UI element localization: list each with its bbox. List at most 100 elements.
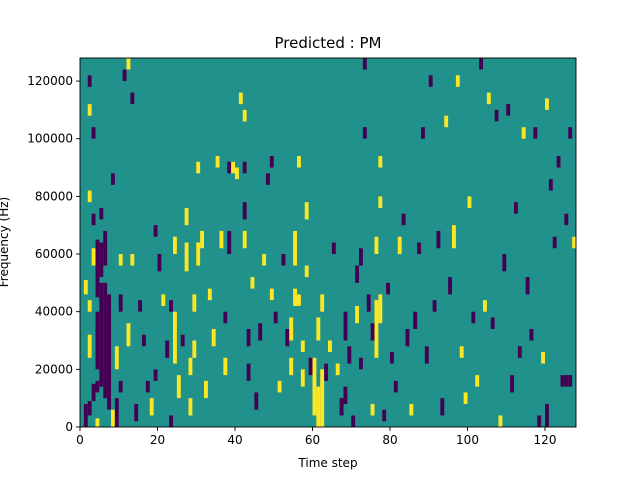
heatmap-cell xyxy=(83,403,88,427)
heatmap-cell xyxy=(374,300,379,358)
heatmap-cell xyxy=(91,213,96,226)
heatmap-cell xyxy=(126,58,131,70)
heatmap-cell xyxy=(521,127,526,139)
heatmap-cell xyxy=(362,58,367,70)
heatmap-cell xyxy=(335,363,340,376)
heatmap-cell xyxy=(483,300,487,312)
heatmap-cell xyxy=(289,317,294,341)
plot-frame xyxy=(79,57,577,428)
heatmap-cell xyxy=(362,127,367,139)
heatmap-cell xyxy=(331,242,336,255)
heatmap-cell xyxy=(564,375,569,387)
heatmap-cell xyxy=(95,418,100,427)
heatmap-cell xyxy=(448,277,453,295)
heatmap-cell xyxy=(184,242,189,272)
heatmap-cell xyxy=(211,328,216,347)
x-axis-label: Time step xyxy=(297,456,357,470)
heatmap-cell xyxy=(355,305,360,324)
heatmap-cell xyxy=(533,127,538,139)
heatmap-cell xyxy=(215,156,220,168)
heatmap-cell xyxy=(455,75,460,87)
heatmap-cell xyxy=(444,115,449,128)
heatmap-cell xyxy=(560,375,565,387)
heatmap-cell xyxy=(324,363,329,381)
heatmap-cell xyxy=(541,352,546,364)
heatmap-cell xyxy=(440,398,445,416)
heatmap-cell xyxy=(378,156,383,168)
heatmap-cell xyxy=(103,230,108,266)
heatmap-cell xyxy=(242,202,247,220)
heatmap-cell xyxy=(138,300,143,312)
heatmap-cell xyxy=(126,323,131,347)
heatmap-cell xyxy=(320,294,325,312)
heatmap-cell xyxy=(95,380,100,393)
heatmap-cell xyxy=(556,156,561,168)
heatmap-cell xyxy=(169,415,174,427)
heatmap-cell xyxy=(149,398,154,416)
heatmap-cell xyxy=(514,202,518,214)
heatmap-cell xyxy=(517,346,522,358)
heatmap-cell xyxy=(223,357,228,376)
heatmap-cell xyxy=(285,328,290,347)
heatmap-cell xyxy=(308,357,313,376)
heatmap-cell xyxy=(293,230,298,266)
heatmap-cell xyxy=(161,294,166,306)
heatmap-cell xyxy=(169,300,174,312)
heatmap-cell xyxy=(401,213,406,226)
heatmap-cell xyxy=(99,282,104,387)
heatmap-cell xyxy=(545,403,549,427)
heatmap-cell xyxy=(281,254,286,266)
y-tick-label: 100000 xyxy=(27,132,73,146)
heatmap-cell xyxy=(436,230,441,249)
heatmap-cell xyxy=(145,380,150,393)
heatmap-cell xyxy=(300,340,305,353)
heatmap-cell xyxy=(157,254,162,272)
heatmap-cell xyxy=(370,403,375,416)
heatmap-cell xyxy=(246,363,251,381)
heatmap-cell xyxy=(87,104,92,116)
heatmap-cell xyxy=(223,311,228,324)
heatmap-cell xyxy=(188,357,193,376)
heatmap-cell xyxy=(227,230,232,255)
heatmap-cell xyxy=(91,127,96,139)
heatmap-cell xyxy=(467,196,472,208)
y-tick-label: 20000 xyxy=(35,362,73,376)
heatmap-cell xyxy=(397,236,402,255)
heatmap-cell xyxy=(103,282,108,399)
heatmap-cell xyxy=(153,225,158,237)
y-tick-label: 80000 xyxy=(35,189,73,203)
heatmap-cell xyxy=(269,288,274,301)
heatmap-cell xyxy=(266,173,270,185)
heatmap-cell xyxy=(428,75,433,87)
x-axis-ticks: 0 20 40 60 80 100 120 xyxy=(76,427,556,447)
heatmap-cell xyxy=(188,398,193,416)
heatmap-cell xyxy=(568,375,573,387)
heatmap-cell xyxy=(114,398,119,427)
heatmap-cell xyxy=(207,288,212,301)
y-tick-label: 60000 xyxy=(35,247,73,261)
heatmap-cell xyxy=(568,127,573,139)
heatmap-cell xyxy=(548,179,553,191)
heatmap-cell xyxy=(537,415,542,427)
heatmap-cell xyxy=(192,294,197,312)
heatmap-cell xyxy=(494,109,499,122)
heatmap-cell xyxy=(417,242,422,255)
heatmap-cell xyxy=(304,202,309,220)
heatmap-cell xyxy=(343,311,348,341)
heatmap-cell xyxy=(405,328,410,347)
heatmap-cell xyxy=(87,401,92,416)
heatmap-cell xyxy=(343,386,348,404)
heatmap-cell xyxy=(409,403,414,416)
heatmap-cell xyxy=(413,311,418,329)
heatmap-cell xyxy=(231,161,236,174)
heatmap-cell xyxy=(545,98,549,110)
heatmap-cell xyxy=(339,398,344,416)
y-axis-ticks: 0 20000 40000 60000 80000 100000 120000 xyxy=(27,74,80,434)
heatmap-cell xyxy=(242,109,247,122)
heatmap-cell xyxy=(347,346,352,364)
heatmap-cell xyxy=(502,254,507,272)
heatmap-cell xyxy=(273,311,278,324)
y-tick-label: 0 xyxy=(65,420,73,434)
heatmap-cell xyxy=(192,340,197,358)
heatmap-cell xyxy=(424,346,429,364)
